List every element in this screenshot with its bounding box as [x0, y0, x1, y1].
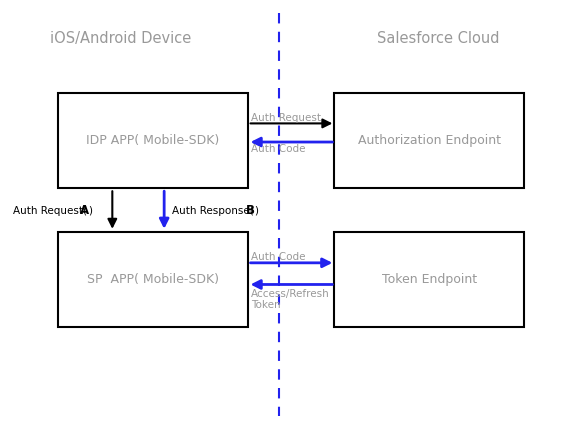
Text: A: A [79, 204, 89, 217]
Text: Auth Code: Auth Code [251, 252, 306, 262]
Bar [58, 93, 248, 188]
Text: ): ) [255, 206, 259, 216]
Text: Auth Code: Auth Code [251, 144, 306, 155]
Bar [334, 93, 524, 188]
Text: Token Endpoint: Token Endpoint [381, 273, 477, 286]
Text: Access/Refresh
Token: Access/Refresh Token [251, 289, 330, 310]
Text: SP  APP( Mobile-SDK): SP APP( Mobile-SDK) [86, 273, 219, 286]
Text: Auth Response(: Auth Response( [172, 206, 257, 216]
Text: IDP APP( Mobile-SDK): IDP APP( Mobile-SDK) [86, 134, 219, 147]
Text: Auth Request: Auth Request [251, 113, 321, 123]
Text: Salesforce Cloud: Salesforce Cloud [377, 32, 499, 46]
Text: Authorization Endpoint: Authorization Endpoint [358, 134, 501, 147]
Text: ): ) [88, 206, 92, 216]
Text: iOS/Android Device: iOS/Android Device [50, 32, 192, 46]
Text: B: B [246, 204, 255, 217]
Bar [58, 232, 248, 327]
Text: Auth Request(: Auth Request( [13, 206, 90, 216]
Bar [334, 232, 524, 327]
